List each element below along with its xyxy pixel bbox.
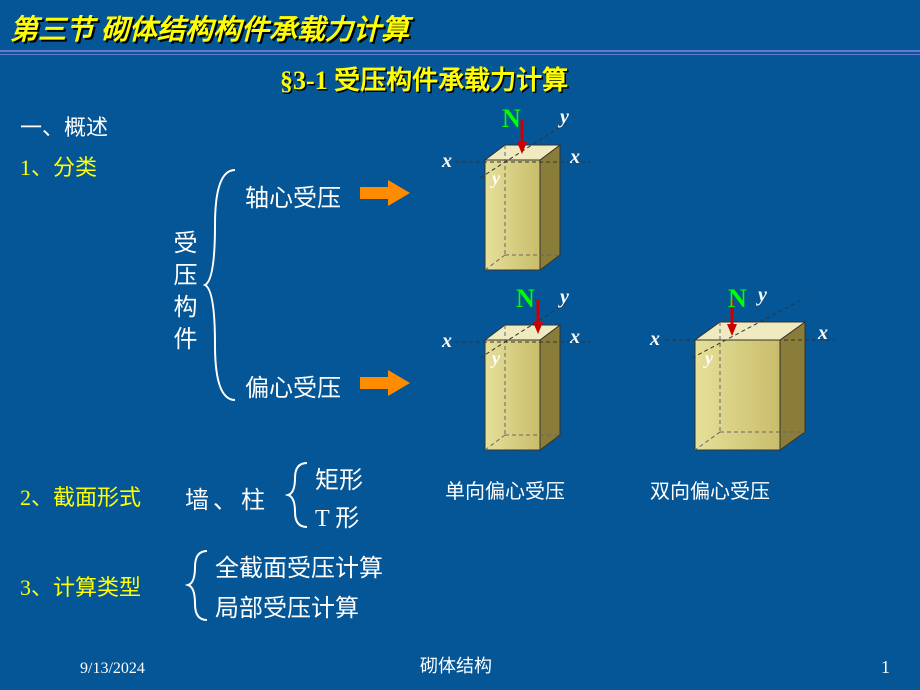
x-label: x <box>442 330 452 353</box>
caption-uniaxial: 单向偏心受压 <box>445 475 565 504</box>
brace-icon <box>285 460 310 530</box>
footer-title: 砌体结构 <box>420 652 492 678</box>
divider-icon <box>0 54 920 55</box>
y-label: y <box>492 168 500 189</box>
brace-icon <box>200 165 240 405</box>
arrow-right-icon <box>360 372 410 394</box>
wall-col-label: 墙、柱 <box>185 480 269 515</box>
divider-icon <box>0 50 920 52</box>
arrow-right-icon <box>360 182 410 204</box>
y-label: y <box>492 348 500 369</box>
y-label: y <box>560 106 569 129</box>
y-label: y <box>560 286 569 309</box>
section-overview: 一、概述 <box>20 110 108 142</box>
prism-uniaxial: N y x x y <box>440 300 620 470</box>
subtitle: §3-1 受压构件承载力计算 <box>280 60 568 97</box>
n-label: N <box>502 104 521 134</box>
x-label: x <box>650 328 660 351</box>
item-1: 1、分类 <box>20 150 97 182</box>
main-title: 第三节 砌体结构构件承载力计算 <box>10 8 409 48</box>
x-label: x <box>570 326 580 349</box>
footer-page: 1 <box>881 657 890 678</box>
y-label: y <box>705 348 713 369</box>
item-2: 2、截面形式 <box>20 480 141 512</box>
branch-2: 偏心受压 <box>245 368 341 403</box>
shape-2: T 形 <box>315 498 359 533</box>
prism-axial: N y x x y <box>440 120 620 290</box>
footer-date: 9/13/2024 <box>80 660 145 678</box>
shape-1: 矩形 <box>315 460 363 495</box>
n-label: N <box>728 284 747 314</box>
prism-biaxial: N y x x y <box>650 300 850 470</box>
vertical-label: 受压构件 <box>165 230 200 358</box>
x-label: x <box>442 150 452 173</box>
calc-2: 局部受压计算 <box>215 588 359 623</box>
item-3: 3、计算类型 <box>20 570 141 602</box>
y-label: y <box>758 284 767 307</box>
brace-icon <box>185 548 210 623</box>
calc-1: 全截面受压计算 <box>215 548 383 583</box>
branch-1: 轴心受压 <box>245 178 341 213</box>
caption-biaxial: 双向偏心受压 <box>650 475 770 504</box>
x-label: x <box>570 146 580 169</box>
n-label: N <box>516 284 535 314</box>
x-label: x <box>818 322 828 345</box>
